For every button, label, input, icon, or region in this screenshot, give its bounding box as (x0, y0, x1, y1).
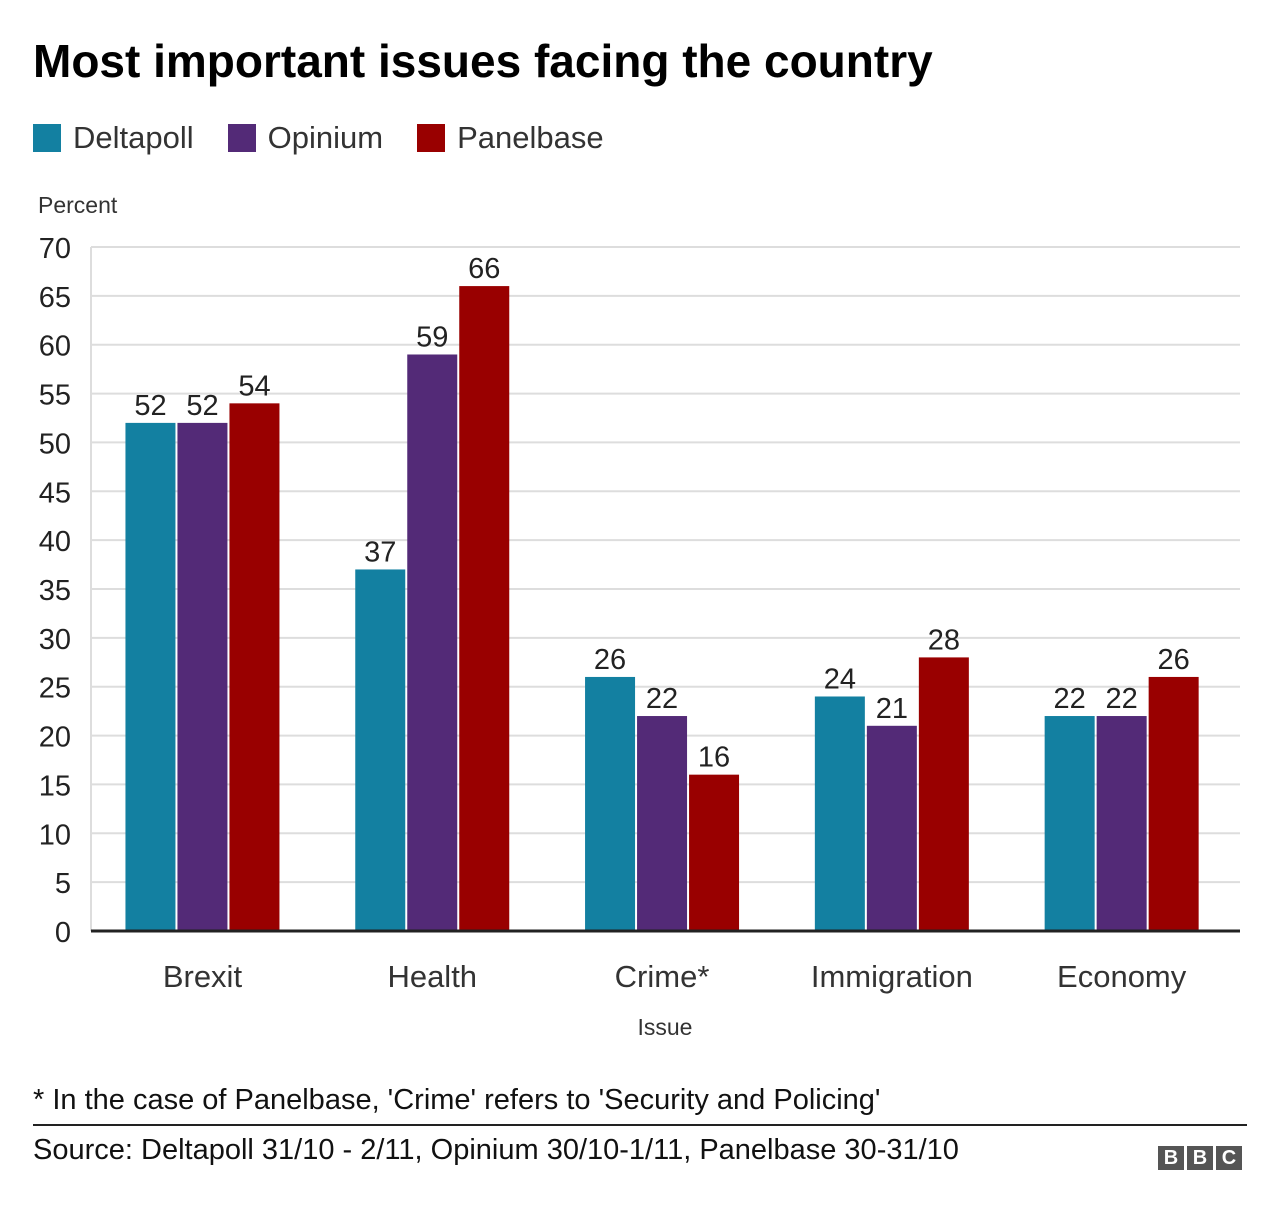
data-label: 52 (186, 390, 218, 422)
bar-opinium-economy (1096, 716, 1147, 931)
y-tick-label: 70 (39, 233, 71, 265)
y-tick-label: 15 (39, 770, 71, 802)
data-label: 16 (698, 742, 730, 774)
legend-label: Deltapoll (73, 120, 194, 155)
y-axis-label: Percent (38, 192, 118, 218)
y-tick-label: 20 (39, 722, 71, 754)
data-label: 59 (416, 321, 448, 353)
bbc-logo-letter: B (1187, 1146, 1213, 1170)
y-tick-label: 10 (39, 819, 71, 851)
bar-panelbase-health (459, 286, 510, 932)
legend: Deltapoll Opinium Panelbase (33, 120, 604, 156)
data-label: 22 (1106, 683, 1138, 715)
x-tick-label: Brexit (163, 959, 243, 994)
bar-deltapoll-health (355, 569, 406, 931)
legend-item-opinium: Opinium (227, 120, 384, 156)
footnote: * In the case of Panelbase, 'Crime' refe… (33, 1084, 881, 1116)
bbc-logo-letter: C (1216, 1146, 1242, 1170)
y-tick-label: 55 (39, 380, 71, 412)
bar-opinium-brexit (177, 422, 228, 931)
bar-deltapoll-immigration (814, 696, 865, 931)
source-note: Source: Deltapoll 31/10 - 2/11, Opinium … (33, 1134, 959, 1166)
legend-item-panelbase: Panelbase (417, 120, 604, 156)
bar-panelbase-crime (689, 774, 740, 931)
y-tick-label: 5 (55, 868, 71, 900)
bar-panelbase-brexit (229, 403, 280, 931)
data-label: 22 (1054, 683, 1086, 715)
legend-swatch (33, 124, 61, 152)
data-label: 21 (876, 693, 908, 725)
legend-label: Opinium (267, 120, 384, 155)
legend-item-deltapoll: Deltapoll (33, 120, 194, 156)
data-label: 26 (594, 644, 626, 676)
data-label: 66 (468, 253, 500, 285)
x-tick-label: Economy (1057, 959, 1187, 994)
data-label: 54 (238, 370, 270, 402)
y-tick-label: 50 (39, 428, 71, 460)
y-tick-label: 30 (39, 624, 71, 656)
legend-swatch (227, 124, 256, 152)
legend-label: Panelbase (457, 120, 604, 155)
bar-opinium-crime (637, 716, 688, 931)
bbc-logo-letter: B (1158, 1146, 1184, 1170)
data-label: 52 (134, 390, 166, 422)
bar-deltapoll-economy (1044, 716, 1095, 931)
bar-opinium-health (407, 354, 458, 931)
x-tick-label: Immigration (811, 959, 973, 994)
x-tick-label: Health (387, 959, 477, 994)
y-tick-label: 25 (39, 673, 71, 705)
y-tick-label: 60 (39, 331, 71, 363)
bar-panelbase-immigration (918, 657, 969, 931)
plot-area: Percent 0 5 10 15 20 25 30 35 40 45 50 55 60 65 70 52 52 5… (38, 192, 1240, 1040)
y-tick-label: 0 (55, 917, 71, 949)
data-label: 24 (824, 663, 856, 695)
chart-title: Most important issues facing the country (33, 35, 933, 87)
x-tick-label: Crime* (615, 959, 710, 994)
bar-deltapoll-crime (585, 676, 636, 931)
bar-panelbase-economy (1148, 676, 1199, 931)
y-tick-label: 35 (39, 575, 71, 607)
divider (33, 1124, 1247, 1126)
bar-deltapoll-brexit (125, 422, 176, 931)
data-label: 22 (646, 683, 678, 715)
y-tick-label: 45 (39, 477, 71, 509)
bar-opinium-immigration (866, 725, 917, 931)
data-label: 28 (928, 624, 960, 656)
y-tick-label: 40 (39, 526, 71, 558)
y-tick-label: 65 (39, 282, 71, 314)
x-axis-label: Issue (638, 1014, 693, 1040)
data-label: 26 (1158, 644, 1190, 676)
data-label: 37 (364, 536, 396, 568)
legend-swatch (417, 124, 446, 152)
